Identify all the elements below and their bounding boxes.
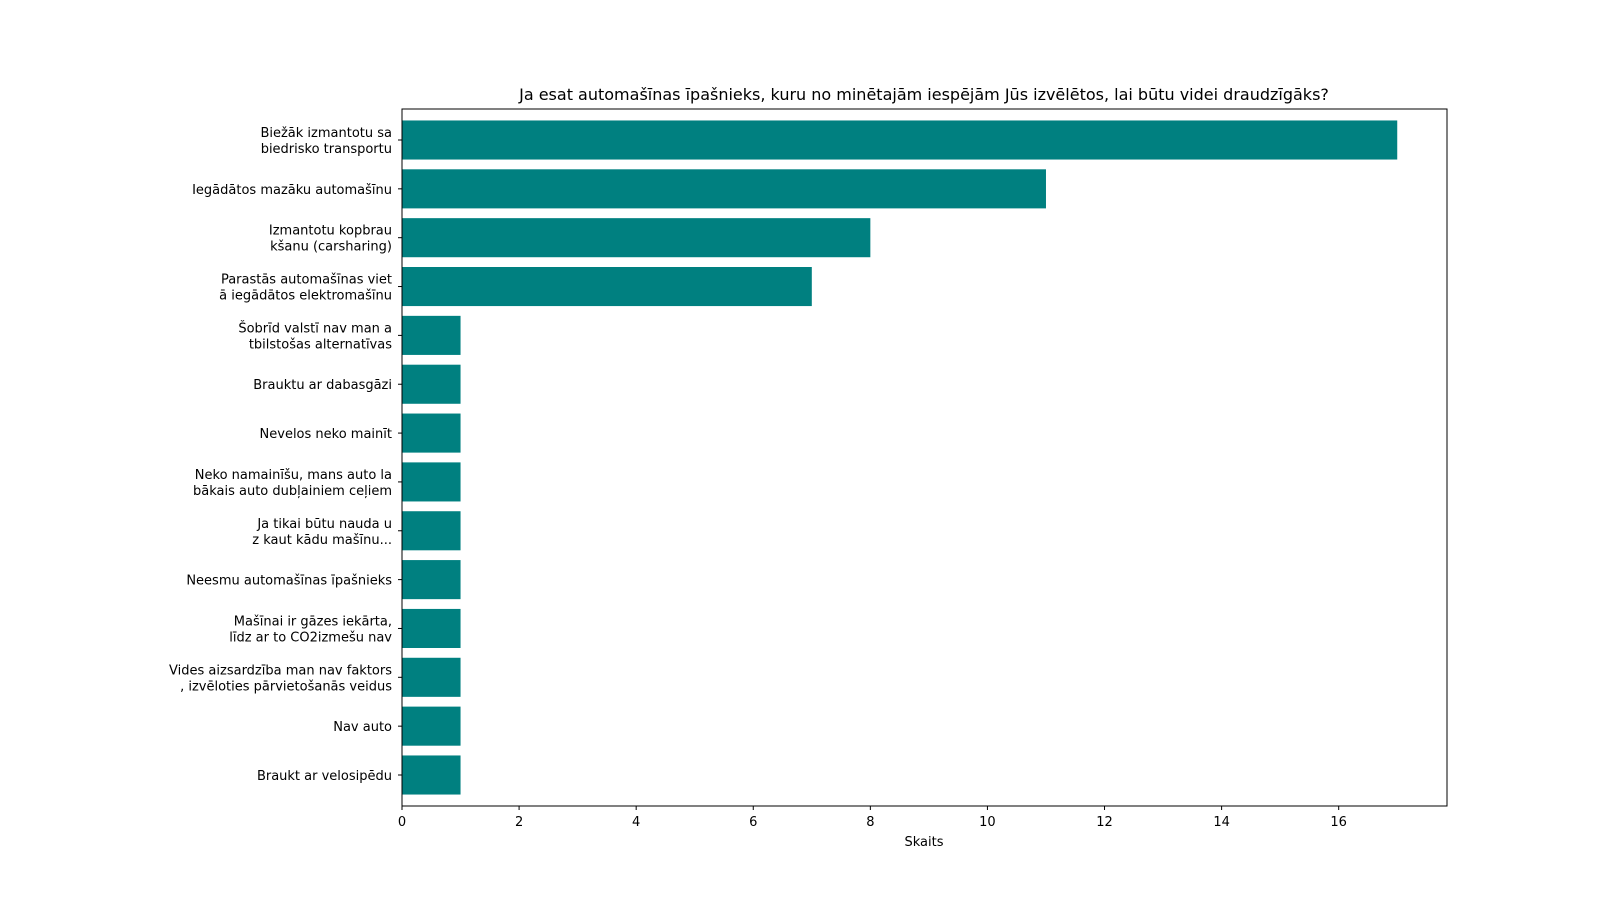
y-tick-label-7: Neko namainīšu, mans auto la bākais auto … xyxy=(193,468,392,499)
bar-5 xyxy=(402,364,461,404)
chart-title: Ja esat automašīnas īpašnieks, kuru no m… xyxy=(518,85,1329,104)
x-tick-label-5: 10 xyxy=(979,815,996,830)
y-tick-label-6: Nevelos neko mainīt xyxy=(260,427,392,442)
x-tick-label-2: 4 xyxy=(632,815,640,830)
x-tick-label-1: 2 xyxy=(515,815,523,830)
y-tick-label-12: Nav auto xyxy=(333,720,392,735)
y-tick-label-4: Šobrīd valstī nav man a tbilstošas altern… xyxy=(238,320,392,352)
bar-10 xyxy=(402,608,461,648)
bar-7 xyxy=(402,462,461,502)
bar-9 xyxy=(402,560,461,600)
bar-12 xyxy=(402,706,461,746)
bar-6 xyxy=(402,413,461,453)
x-tick-label-3: 6 xyxy=(749,815,757,830)
x-tick-label-8: 16 xyxy=(1330,815,1347,830)
x-tick-label-6: 12 xyxy=(1096,815,1113,830)
y-tick-label-9: Neesmu automašīnas īpašnieks xyxy=(186,574,392,589)
x-tick-label-0: 0 xyxy=(398,815,406,830)
x-axis-ticks: 0 2 4 6 8 10 12 14 16 xyxy=(398,806,1347,830)
bars-layer xyxy=(402,120,1398,795)
bar-1 xyxy=(402,169,1046,209)
x-tick-label-4: 8 xyxy=(866,815,874,830)
y-tick-label-3: Parastās automašīnas viet ā iegādātos ele… xyxy=(219,273,392,304)
bar-0 xyxy=(402,120,1398,160)
y-tick-label-11: Vides aizsardzība man nav faktors, izvēl… xyxy=(169,663,392,694)
y-tick-label-13: Braukt ar velosipēdu xyxy=(257,769,392,784)
bar-13 xyxy=(402,755,461,795)
x-axis-label: Skaits xyxy=(905,835,944,850)
bar-2 xyxy=(402,218,871,258)
bar-8 xyxy=(402,511,461,551)
y-tick-label-10: Mašīnai ir gāzes iekārta, līdz ar to CO2i… xyxy=(229,614,392,645)
bar-4 xyxy=(402,315,461,355)
y-tick-label-5: Brauktu ar dabasgāzi xyxy=(253,378,392,393)
y-axis-ticks: Biežāk izmantotu sa biedrisko transportu I… xyxy=(169,126,402,784)
plot-area-frame xyxy=(401,108,1448,807)
y-tick-label-1: Iegādātos mazāku automašīnu xyxy=(192,183,392,198)
y-tick-label-2: Izmantotu kopbrau kšanu (carsharing) xyxy=(269,224,392,255)
x-tick-label-7: 14 xyxy=(1213,815,1230,830)
bar-3 xyxy=(402,267,812,307)
bar-11 xyxy=(402,657,461,697)
y-tick-label-0: Biežāk izmantotu sa biedrisko transportu xyxy=(260,126,392,157)
